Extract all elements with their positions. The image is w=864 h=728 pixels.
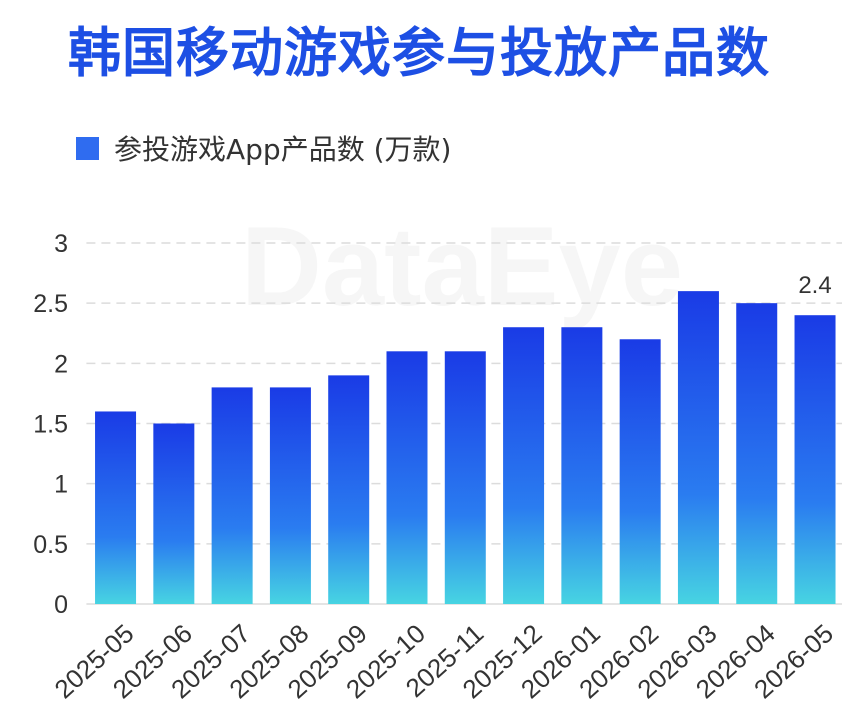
watermark: DataEye — [241, 204, 683, 329]
data-label: 2.4 — [798, 272, 831, 299]
y-tick-label: 0 — [54, 591, 68, 619]
bar-2025-12 — [503, 327, 545, 604]
bar-2025-07 — [211, 387, 253, 604]
bar-layer — [95, 291, 836, 604]
bar-2025-09 — [328, 375, 370, 604]
y-tick-label: 3 — [54, 230, 68, 258]
bar-2026-02 — [619, 339, 661, 604]
legend-swatch — [76, 136, 99, 160]
bar-2026-01 — [561, 327, 603, 604]
bar-2025-11 — [444, 351, 486, 604]
legend-label: 参投游戏App产品数 (万款) — [114, 133, 452, 166]
y-tick-label: 2 — [54, 350, 68, 378]
y-tick-label: 1.5 — [33, 411, 68, 439]
y-tick-label: 2.5 — [33, 290, 68, 318]
bar-2025-06 — [153, 423, 195, 604]
legend: 参投游戏App产品数 (万款) — [76, 128, 451, 168]
bar-2026-04 — [736, 303, 778, 604]
chart-title: 韩国移动游戏参与投放产品数 — [68, 23, 770, 84]
label-layer: 00.511.522.532025-052025-062025-072025-0… — [33, 230, 839, 704]
bar-2026-03 — [677, 291, 719, 604]
bar-2025-10 — [386, 351, 428, 604]
bar-2026-05 — [794, 315, 836, 604]
bar-2025-08 — [269, 387, 311, 604]
y-tick-label: 1 — [54, 471, 68, 499]
bar-2025-05 — [95, 411, 137, 604]
y-tick-label: 0.5 — [33, 531, 68, 559]
